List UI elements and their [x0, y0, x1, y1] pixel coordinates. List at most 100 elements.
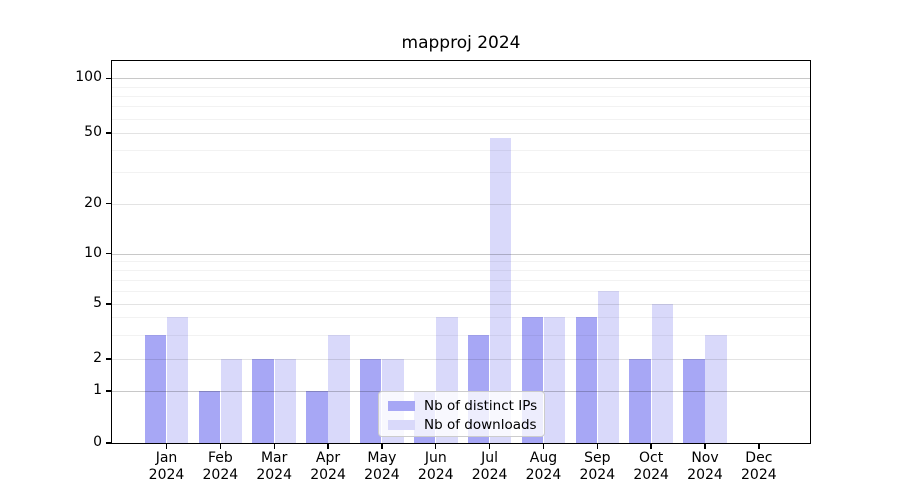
bar-distinct-ips	[252, 359, 274, 443]
x-tick-label-line: Aug	[529, 450, 558, 466]
x-tick-label-line: Mar	[260, 450, 288, 466]
y-tick-label: 5	[93, 294, 102, 311]
x-tick-label-line: 2024	[633, 467, 669, 483]
legend-label: Nb of downloads	[424, 416, 537, 433]
x-tick-mark	[165, 443, 168, 449]
x-tick-label: Jun 2024	[404, 450, 468, 484]
bar-downloads	[166, 317, 189, 443]
y-tick-mark	[106, 442, 112, 444]
gridline-y-7	[112, 279, 810, 281]
x-tick-label-line: 2024	[525, 467, 562, 483]
y-tick-mark	[106, 77, 112, 80]
bar-downloads	[651, 303, 673, 443]
x-tick-mark	[381, 443, 383, 449]
x-tick-label: Sep 2024	[565, 450, 629, 484]
legend: Nb of distinct IPs Nb of downloads	[378, 391, 545, 437]
y-tick-label: 1	[93, 381, 102, 398]
gridline-y-50	[112, 132, 810, 134]
x-tick-mark	[596, 443, 598, 449]
bar-distinct-ips	[306, 390, 328, 443]
y-tick-label: 50	[84, 123, 102, 140]
gridline-y-2	[112, 359, 810, 361]
bar-downloads	[328, 334, 350, 443]
gridline-y-90	[112, 86, 810, 88]
x-tick-label: Apr 2024	[296, 450, 360, 484]
bar-downloads	[274, 359, 296, 443]
x-tick-label-line: Jun	[424, 450, 447, 466]
gridline-y-5	[112, 303, 810, 305]
x-tick-label: Nov 2024	[673, 450, 737, 484]
x-tick-label-line: Sep	[584, 450, 611, 466]
y-tick-mark	[106, 253, 112, 255]
x-tick-mark	[704, 443, 706, 449]
bar-distinct-ips	[683, 359, 705, 443]
y-tick-label: 100	[75, 69, 102, 86]
gridline-y-4	[112, 317, 810, 319]
y-tick-label: 10	[84, 244, 102, 261]
gridline-y-40	[112, 150, 810, 152]
x-tick-mark	[758, 443, 760, 449]
legend-swatch-downloads	[388, 419, 415, 430]
bar-downloads	[543, 317, 566, 443]
x-tick-label: Aug 2024	[511, 450, 575, 484]
bar-downloads	[597, 290, 620, 443]
y-tick-mark	[106, 390, 112, 392]
gridline-y-70	[112, 106, 810, 108]
gridline-y-100	[112, 78, 810, 80]
gridline-y-3	[112, 334, 810, 336]
x-tick-mark	[273, 443, 275, 449]
x-tick-label: Jul 2024	[458, 450, 522, 484]
y-tick-label: 2	[93, 350, 102, 367]
x-tick-label: Feb 2024	[188, 450, 252, 484]
gridline-y-60	[112, 118, 810, 120]
legend-swatch-distinct-ips	[388, 400, 415, 411]
y-tick-mark	[106, 358, 112, 360]
x-tick-label: Jan 2024	[135, 450, 199, 484]
y-tick-mark	[106, 303, 112, 305]
x-tick-mark	[488, 443, 491, 449]
x-tick-label: Oct 2024	[619, 450, 683, 484]
x-tick-label: May 2024	[350, 450, 414, 484]
bar-downloads	[490, 137, 512, 443]
x-tick-label-line: 2024	[256, 467, 292, 483]
bar-distinct-ips	[144, 334, 167, 443]
gridline-y-9	[112, 261, 810, 263]
x-tick-label-line: May	[367, 450, 397, 466]
x-tick-label-line: Feb	[207, 450, 233, 466]
gridline-y-8	[112, 269, 810, 271]
gridline-y-10	[112, 253, 810, 255]
x-tick-label: Dec 2024	[727, 450, 791, 484]
x-tick-label-line: 2024	[148, 467, 185, 483]
gridline-y-6	[112, 290, 810, 292]
gridline-y-80	[112, 95, 810, 97]
x-tick-mark	[327, 443, 329, 449]
y-tick-mark	[106, 202, 112, 205]
x-tick-label-line: 2024	[471, 467, 508, 483]
x-tick-label-line: Jan	[155, 450, 178, 466]
x-tick-label: Mar 2024	[242, 450, 306, 484]
gridline-y-30	[112, 172, 810, 174]
plot-area	[111, 60, 811, 444]
x-tick-mark	[542, 443, 545, 449]
bar-downloads	[705, 334, 727, 443]
x-tick-label-line: Oct	[639, 450, 664, 466]
gridline-y-20	[112, 203, 810, 205]
x-tick-label-line: 2024	[579, 467, 616, 483]
bar-distinct-ips	[629, 359, 651, 443]
y-tick-mark	[106, 132, 112, 134]
chart-title: mapproj 2024	[401, 33, 521, 53]
x-tick-label-line: 2024	[417, 467, 454, 483]
x-tick-label-line: Apr	[315, 450, 341, 466]
bar-downloads	[220, 359, 243, 443]
bar-distinct-ips	[360, 359, 382, 443]
legend-label: Nb of distinct IPs	[424, 397, 538, 414]
y-tick-label: 0	[93, 434, 102, 450]
x-tick-mark	[219, 443, 222, 449]
x-tick-mark	[435, 443, 437, 449]
x-tick-label-line: Dec	[745, 450, 773, 466]
x-tick-label-line: Nov	[691, 450, 719, 466]
x-tick-label-line: 2024	[202, 467, 239, 483]
x-tick-label-line: 2024	[687, 467, 723, 483]
x-tick-mark	[650, 443, 652, 449]
